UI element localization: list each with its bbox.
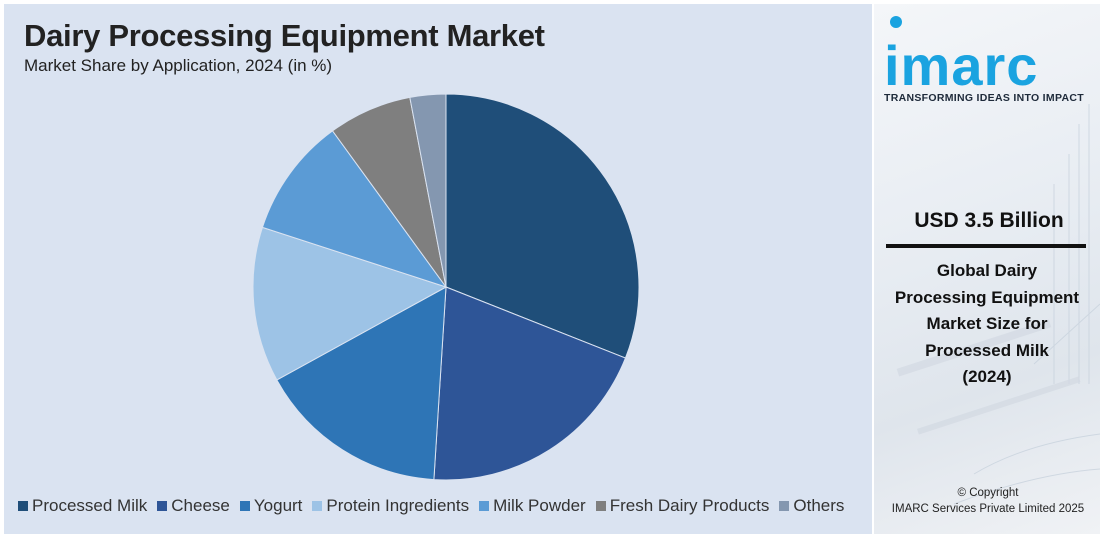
chart-subtitle: Market Share by Application, 2024 (in %) xyxy=(24,56,333,75)
caption-line: (2024) xyxy=(962,367,1012,386)
legend-swatch xyxy=(312,501,323,511)
legend-label: Protein Ingredients xyxy=(326,496,470,515)
legend-swatch xyxy=(18,501,28,511)
market-size-caption: Global Dairy Processing Equipment Market… xyxy=(878,258,1096,391)
caption-line: Market Size for xyxy=(926,314,1048,333)
legend-swatch xyxy=(157,501,168,511)
legend-item: Fresh Dairy Products xyxy=(595,496,770,516)
legend-label: Yogurt xyxy=(253,496,303,515)
pie-slice-milk-powder xyxy=(261,130,448,288)
legend-label: Cheese xyxy=(171,496,230,515)
legend-swatch xyxy=(779,501,790,511)
pie-slice-cheese xyxy=(433,286,627,481)
legend-label: Fresh Dairy Products xyxy=(609,496,770,515)
divider xyxy=(886,244,1086,248)
legend-swatch xyxy=(239,501,250,511)
copyright-line: IMARC Services Private Limited 2025 xyxy=(891,503,1085,515)
legend-label: Milk Powder xyxy=(493,496,586,515)
chart-panel: Dairy Processing Equipment Market Market… xyxy=(4,4,872,534)
legend-item: Milk Powder xyxy=(479,496,586,516)
background-graph-decoration xyxy=(896,104,1100,505)
pie-slice-others xyxy=(409,93,447,288)
logo-dot xyxy=(890,16,902,28)
chart-legend: Processed Milk Cheese Yogurt Protein Ingred… xyxy=(18,496,844,516)
copyright-line: © Copyright xyxy=(957,487,1019,499)
legend-item: Protein Ingredients xyxy=(312,496,469,516)
imarc-logo: imarc xyxy=(884,34,1039,97)
caption-line: Processed Milk xyxy=(925,340,1049,360)
legend-label: Others xyxy=(793,496,845,515)
legend-item: Yogurt xyxy=(239,496,303,516)
legend-item: Others xyxy=(779,496,844,516)
pie-slice-processed-milk xyxy=(445,93,640,359)
caption-line: Processing Equipment xyxy=(894,287,1080,307)
chart-title: Dairy Processing Equipment Market xyxy=(24,18,545,53)
legend-item: Cheese xyxy=(157,496,230,516)
pie-slice-protein-ingredients xyxy=(252,226,448,381)
legend-label: Processed Milk xyxy=(32,496,148,515)
copyright: © Copyright IMARC Services Private Limit… xyxy=(878,485,1098,517)
pie-slices xyxy=(252,93,640,481)
legend-swatch xyxy=(479,501,490,511)
legend-item: Processed Milk xyxy=(18,496,147,516)
logo-tagline: TRANSFORMING IDEAS INTO IMPACT xyxy=(884,92,1084,104)
market-size-value: USD 3.5 Billion xyxy=(914,209,1064,232)
side-panel: imarc TRANSFORMING IDEAS INTO IMPACT USD… xyxy=(874,4,1100,534)
caption-line: Global Dairy xyxy=(936,261,1038,280)
pie-chart xyxy=(252,93,640,481)
pie-slice-yogurt xyxy=(276,286,447,481)
legend-swatch xyxy=(595,501,606,511)
